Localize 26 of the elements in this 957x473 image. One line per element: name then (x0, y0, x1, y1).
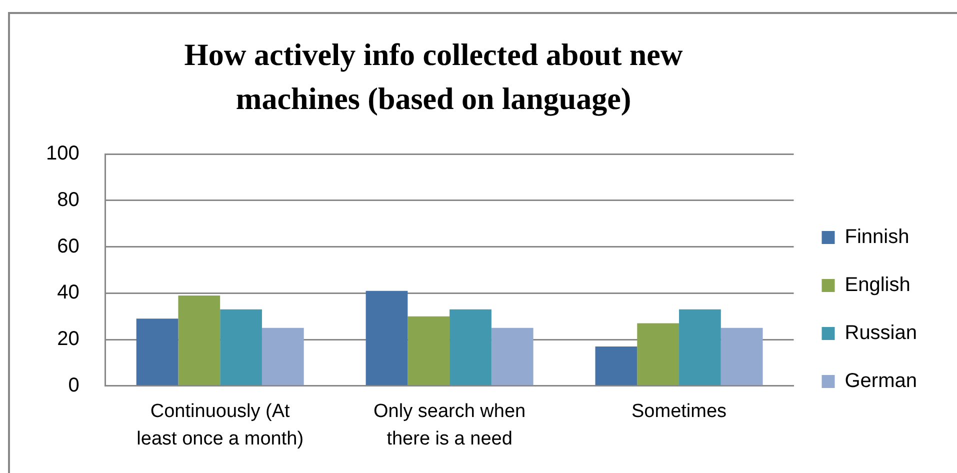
legend-label: Russian (844, 322, 918, 344)
bar (366, 290, 408, 386)
y-tick-label: 80 (57, 188, 80, 211)
y-tick-label: 20 (57, 328, 80, 350)
bar (679, 309, 721, 386)
legend-label: German (844, 370, 917, 392)
y-tick-label: 40 (57, 282, 80, 304)
bar (136, 318, 178, 386)
x-tick-label: Continuously (At least once a month) (136, 400, 304, 450)
x-tick-label: Only search when there is a need (374, 400, 526, 450)
x-tick-label: Sometimes (632, 400, 727, 422)
bar (595, 346, 638, 386)
y-tick-label: 0 (68, 374, 80, 396)
bar (491, 328, 534, 386)
bar (178, 295, 220, 386)
bar (637, 323, 680, 386)
y-tick-label: 60 (57, 235, 80, 258)
y-tick-label: 100 (46, 142, 80, 165)
chart-title: How actively info collected about new machines (based on language) (184, 37, 684, 116)
bar (720, 328, 763, 386)
bar (220, 309, 262, 386)
bar (450, 309, 492, 386)
bar (408, 316, 450, 386)
legend-label: Finnish (844, 226, 910, 248)
legend-label: English (844, 274, 910, 296)
bar (262, 328, 304, 386)
